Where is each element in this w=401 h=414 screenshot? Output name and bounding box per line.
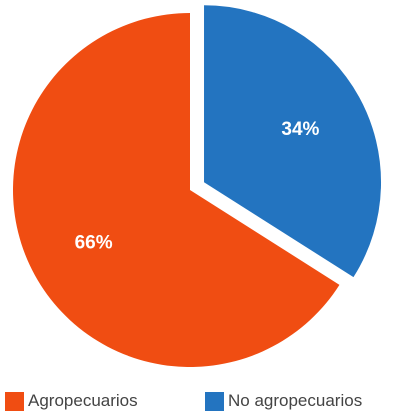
pie-slice-no-agropecuarios [204,5,382,278]
legend-label-agropecuarios: Agropecuarios [28,391,138,410]
pie-slice-agropecuarios [12,13,340,367]
legend: Agropecuarios No agropecuarios [0,390,401,412]
legend-label-no-agropecuarios: No agropecuarios [228,391,363,410]
data-label-no-agropecuarios: 34% [281,119,319,140]
pie-slices [12,5,382,367]
legend-item-agropecuarios: Agropecuarios [5,390,138,412]
pie-data-labels: 66% 34% [75,119,320,254]
legend-swatch-no-agropecuarios [205,391,224,411]
legend-swatch-agropecuarios [5,391,24,411]
legend-item-no-agropecuarios: No agropecuarios [205,390,362,412]
data-label-agropecuarios: 66% [75,232,113,253]
